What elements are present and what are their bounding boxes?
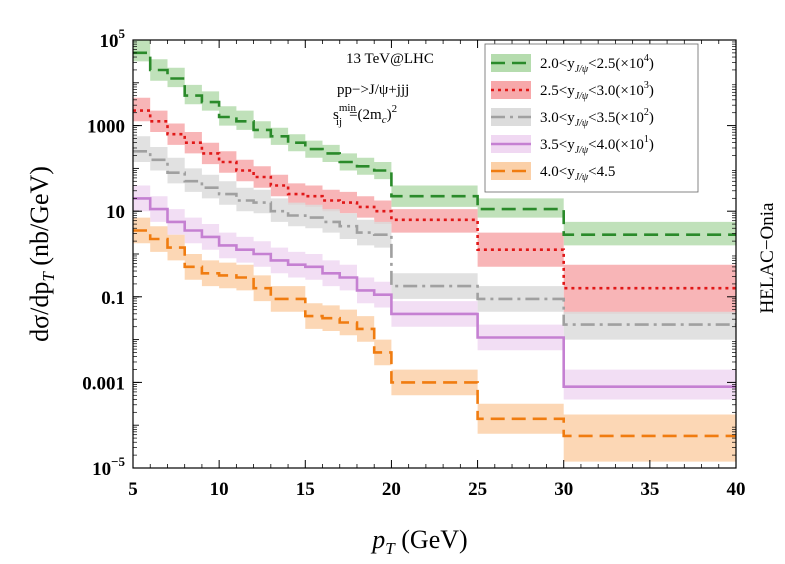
band-series-1 — [133, 40, 736, 246]
legend: 2.0<yJ/ψ<2.5(×104) 2.5<yJ/ψ<3.0(×103) 3.0<… — [484, 43, 699, 193]
legend-label-3: 3.0<yJ/ψ<3.5(×102) — [540, 107, 654, 129]
side-label: HELAC−Onia — [757, 202, 778, 314]
legend-swatch-1 — [491, 54, 531, 72]
x-axis-ticks: 5 10 15 20 25 30 35 40 — [128, 40, 746, 500]
band-series-3 — [133, 136, 736, 340]
legend-swatch-5 — [491, 162, 531, 180]
series-lines — [133, 51, 736, 438]
legend-label-4: 3.5<yJ/ψ<4.0(×101) — [540, 134, 654, 156]
x-tick-label: 5 — [128, 479, 138, 500]
x-tick-label: 25 — [468, 479, 487, 500]
annotation-energy: 13 TeV@LHC — [346, 51, 434, 67]
annotation-box: 13 TeV@LHC pp−>J/ψ+jjj smin ij =(2mc)2 — [333, 51, 434, 128]
x-tick-label: 35 — [640, 479, 659, 500]
line-series-3 — [133, 150, 736, 326]
legend-label-5: 4.0<yJ/ψ<4.5 — [540, 164, 615, 183]
band-series-5 — [133, 217, 736, 462]
y-axis-ticks: 105 1000 10 0.1 0.001 10−5 — [82, 26, 736, 480]
uncertainty-bands — [133, 40, 736, 462]
y-axis-label: dσ/dpT (nb/GeV) — [25, 166, 58, 342]
line-series-4 — [133, 197, 736, 388]
x-tick-label: 30 — [554, 479, 573, 500]
y-tick-label: 0.001 — [82, 373, 125, 394]
line-series-5 — [133, 229, 736, 438]
y-tick-label: 0.1 — [101, 288, 125, 309]
y-tick-label: 10 — [106, 202, 125, 223]
legend-swatch-2 — [491, 81, 531, 99]
y-tick-label: 105 — [100, 26, 126, 52]
line-series-1 — [133, 51, 736, 236]
x-tick-label: 40 — [727, 479, 746, 500]
x-tick-label: 10 — [210, 479, 229, 500]
x-tick-label: 20 — [382, 479, 401, 500]
annotation-cut: smin ij =(2mc)2 — [333, 102, 397, 128]
x-tick-label: 15 — [296, 479, 315, 500]
x-axis-label: pT (GeV) — [370, 525, 467, 558]
y-tick-label: 1000 — [87, 117, 125, 138]
legend-label-2: 2.5<yJ/ψ<3.0(×103) — [540, 80, 654, 102]
band-series-2 — [133, 97, 736, 314]
y-tick-label: 10−5 — [92, 454, 125, 480]
legend-label-1: 2.0<yJ/ψ<2.5(×104) — [540, 53, 654, 75]
band-series-4 — [133, 185, 736, 400]
annotation-process: pp−>J/ψ+jjj — [337, 82, 409, 98]
